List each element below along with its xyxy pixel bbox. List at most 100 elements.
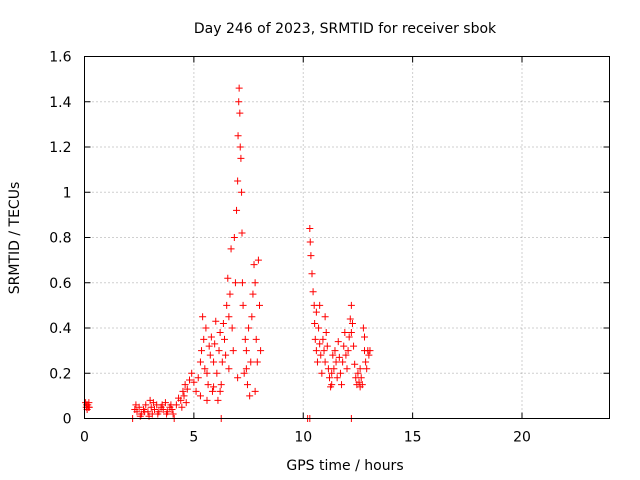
- data-point: [359, 324, 367, 332]
- data-point: [222, 351, 230, 359]
- data-point: [339, 358, 347, 366]
- data-point: [235, 98, 243, 106]
- y-tick-label: 0.8: [49, 231, 71, 247]
- data-point: [159, 405, 167, 413]
- data-point: [334, 338, 342, 346]
- data-point: [336, 369, 344, 377]
- data-point: [238, 279, 246, 287]
- data-point: [163, 410, 171, 418]
- data-point: [233, 206, 241, 214]
- data-point: [316, 301, 324, 309]
- data-point: [217, 381, 225, 389]
- data-point: [158, 401, 166, 409]
- data-point: [332, 358, 340, 366]
- data-point: [190, 378, 198, 386]
- data-point: [256, 301, 263, 309]
- x-tick-label: 5: [189, 430, 198, 446]
- data-point: [237, 154, 245, 162]
- data-point: [133, 408, 141, 416]
- data-point: [307, 252, 315, 260]
- data-point: [238, 188, 246, 196]
- data-point: [312, 347, 320, 355]
- data-point: [194, 374, 202, 382]
- data-point: [251, 279, 259, 287]
- data-point: [351, 360, 359, 368]
- y-axis-label: SRMTID / TECUs: [7, 182, 23, 295]
- data-point: [331, 347, 339, 355]
- y-tick-label: 1.4: [49, 95, 71, 111]
- data-point: [246, 392, 254, 400]
- data-point: [221, 335, 228, 343]
- data-point: [257, 347, 265, 355]
- data-point: [154, 410, 162, 418]
- data-point: [312, 308, 320, 316]
- data-point: [178, 403, 186, 411]
- data-point: [313, 358, 321, 366]
- data-point: [329, 351, 337, 359]
- data-point: [208, 387, 216, 395]
- data-point: [328, 381, 336, 389]
- data-point: [328, 369, 336, 377]
- data-point: [216, 387, 224, 395]
- data-point: [227, 245, 235, 253]
- data-point: [306, 224, 314, 232]
- data-point: [211, 340, 219, 348]
- data-point: [85, 403, 93, 411]
- data-point: [243, 381, 251, 389]
- data-point: [240, 369, 248, 377]
- y-tick-label: 1.2: [49, 140, 71, 156]
- data-point: [181, 381, 189, 389]
- data-point: [212, 317, 220, 325]
- data-point: [169, 410, 177, 418]
- data-point: [340, 342, 348, 350]
- data-point: [186, 376, 193, 384]
- data-point: [203, 369, 211, 377]
- data-point: [226, 290, 234, 298]
- data-point: [236, 143, 244, 151]
- data-point: [210, 383, 218, 391]
- data-point: [248, 313, 256, 321]
- data-point: [239, 301, 247, 309]
- data-point: [182, 399, 190, 407]
- data-point: [357, 374, 365, 382]
- x-tick-label: 20: [513, 430, 531, 446]
- data-point: [356, 383, 364, 391]
- data-point: [306, 238, 314, 246]
- data-point: [172, 401, 180, 409]
- x-axis-label: GPS time / hours: [286, 458, 403, 474]
- data-point: [183, 385, 191, 393]
- y-tick-label: 0.2: [49, 366, 71, 382]
- data-point: [251, 387, 259, 395]
- data-point: [218, 358, 226, 366]
- data-point: [238, 229, 246, 237]
- data-point: [361, 333, 368, 341]
- data-point: [230, 234, 238, 241]
- data-point: [149, 399, 157, 407]
- y-tick-label: 0.6: [49, 276, 71, 292]
- data-point: [326, 374, 333, 382]
- data-point: [247, 358, 255, 366]
- data-point: [206, 351, 214, 359]
- data-point: [321, 313, 329, 321]
- data-point: [321, 358, 329, 366]
- data-point: [348, 319, 356, 327]
- plot-frame: [84, 56, 610, 419]
- data-point: [315, 324, 323, 332]
- data-point: [210, 358, 218, 366]
- data-point: [341, 329, 349, 337]
- y-tick-label: 1: [63, 185, 72, 201]
- data-point: [234, 132, 242, 140]
- data-point: [242, 365, 250, 373]
- data-point: [311, 335, 319, 343]
- data-point: [216, 329, 224, 337]
- data-point: [242, 347, 250, 355]
- data-point: [198, 347, 206, 355]
- data-point: [223, 301, 231, 309]
- data-point: [319, 335, 327, 343]
- data-point: [204, 381, 212, 389]
- data-point: [199, 313, 207, 321]
- data-point: [366, 347, 374, 355]
- data-point: [365, 351, 373, 359]
- data-point: [180, 392, 188, 400]
- data-point: [203, 396, 211, 404]
